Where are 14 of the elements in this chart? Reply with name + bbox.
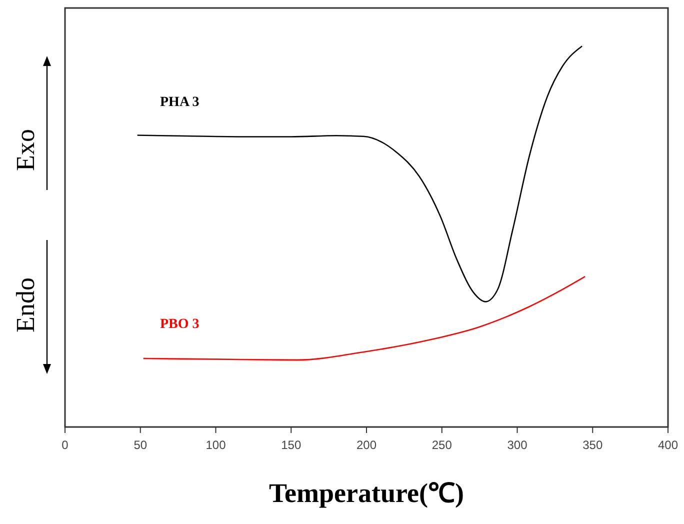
x-tick-label: 50 [134,438,148,452]
text: Endo [11,278,40,332]
x-tick-label: 300 [507,438,528,452]
x-axis-title: Temperature(℃) [269,478,464,508]
x-tick-label: 350 [582,438,603,452]
series-label: PHA 3 [160,95,200,110]
x-tick-label: 200 [356,438,377,452]
text: Exo [11,129,40,171]
series-label: PBO 3 [160,317,200,332]
x-tick-label: 100 [206,438,226,452]
x-tick-label: 0 [62,438,69,452]
x-tick-label: 150 [281,438,302,452]
x-tick-label: 400 [658,438,678,452]
x-tick-label: 250 [432,438,452,452]
